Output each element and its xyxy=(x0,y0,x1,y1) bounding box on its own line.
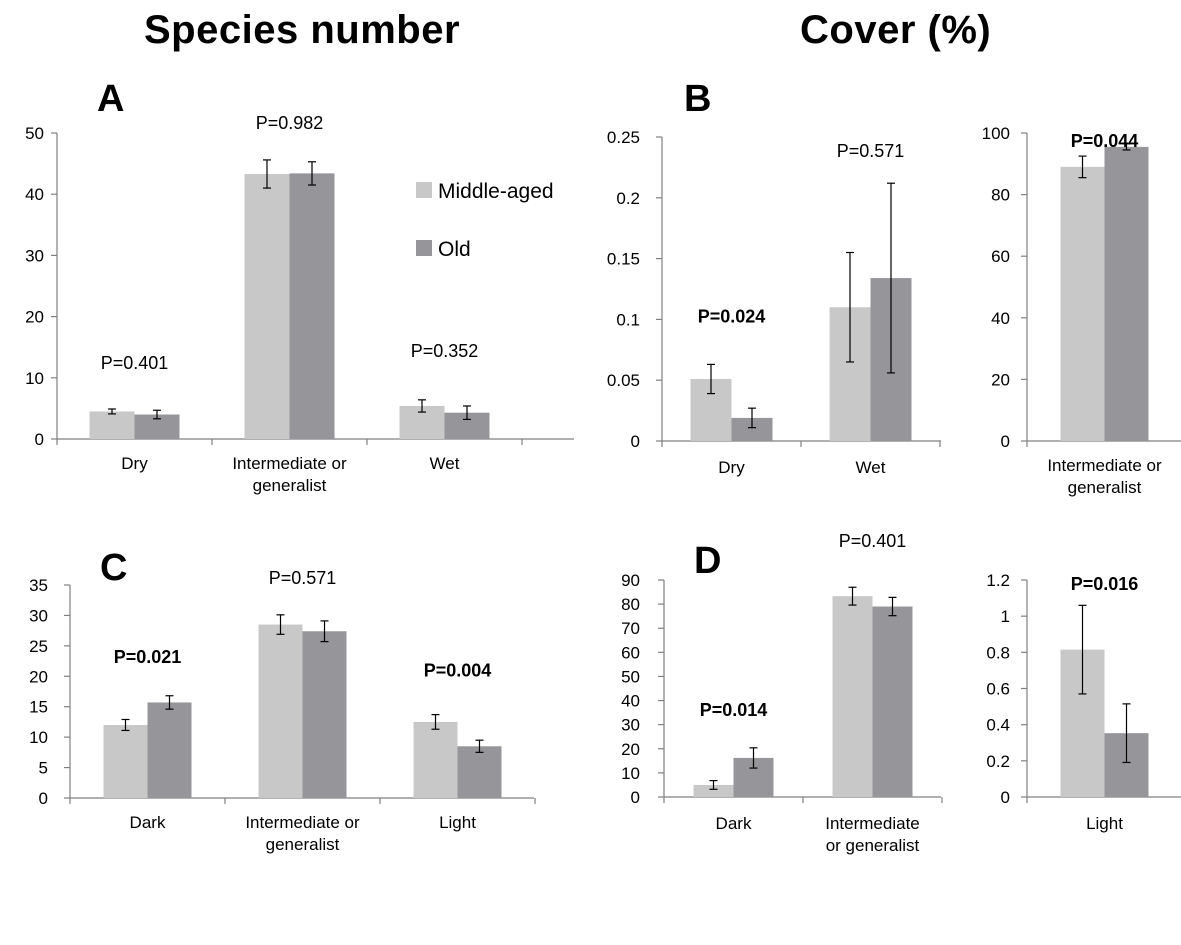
chart4-y-tick-label: 35 xyxy=(29,576,48,595)
chart5-y-tick-label: 90 xyxy=(621,571,640,590)
chart5-y-tick-label: 70 xyxy=(621,619,640,638)
chart5-y-tick-label: 60 xyxy=(621,643,640,662)
chart4-bar-old xyxy=(302,631,347,798)
chart4-bar-old xyxy=(457,746,502,798)
chart3-y-tick-label: 80 xyxy=(991,186,1010,205)
chart5-category-label: Intermediate or generalist xyxy=(825,814,920,855)
panel-letter-a: A xyxy=(97,78,125,120)
chart3-y-tick-label: 100 xyxy=(982,124,1010,143)
chart2-bar-old xyxy=(731,417,773,441)
chart1-category-label: Dry xyxy=(121,454,148,473)
chart4-y-tick-label: 20 xyxy=(29,667,48,686)
chart2-y-tick-label: 0.25 xyxy=(607,128,640,147)
chart3-p-value: P=0.044 xyxy=(1071,131,1139,151)
chart2-y-tick-label: 0 xyxy=(631,432,640,451)
chart4-bar-middle-aged xyxy=(258,624,303,798)
chart5-bar-old xyxy=(872,606,913,797)
chart6-category-label: Light xyxy=(1086,814,1123,833)
chart4-bar-old xyxy=(147,702,192,798)
chart1-category-label: Wet xyxy=(430,454,460,473)
panel-letter-b: B xyxy=(684,78,712,120)
chart1-bar-middle-aged xyxy=(89,411,135,439)
legend-label-middle-aged: Middle-aged xyxy=(438,180,554,203)
chart1-y-tick-label: 20 xyxy=(25,308,44,327)
chart4-bar-middle-aged xyxy=(103,724,148,798)
chart3-bar-middle-aged xyxy=(1060,166,1105,441)
chart5-bar-middle-aged xyxy=(693,784,734,797)
chart3-y-tick-label: 0 xyxy=(1001,432,1010,451)
chart5-y-tick-label: 10 xyxy=(621,764,640,783)
chart4-y-tick-label: 10 xyxy=(29,728,48,747)
chart6-y-tick-label: 1.2 xyxy=(986,571,1010,590)
chart6-y-tick-label: 0.8 xyxy=(986,643,1010,662)
chart4-p-value: P=0.004 xyxy=(424,661,492,681)
chart2-y-tick-label: 0.05 xyxy=(607,371,640,390)
chart5-p-value: P=0.401 xyxy=(839,531,907,551)
chart2-y-tick-label: 0.15 xyxy=(607,250,640,269)
chart4-y-tick-label: 25 xyxy=(29,637,48,656)
chart4-y-tick-label: 15 xyxy=(29,698,48,717)
chart4-p-value: P=0.021 xyxy=(114,647,182,667)
chart5-y-tick-label: 40 xyxy=(621,692,640,711)
chart3-bar-old xyxy=(1104,146,1149,442)
chart1-y-tick-label: 10 xyxy=(25,369,44,388)
legend-label-old: Old xyxy=(438,238,471,261)
chart4-p-value: P=0.571 xyxy=(269,568,337,588)
chart6-y-tick-label: 0.4 xyxy=(986,716,1010,735)
chart6-y-tick-label: 0 xyxy=(1001,788,1010,807)
chart6-y-tick-label: 0.6 xyxy=(986,680,1010,699)
chart2-y-tick-label: 0.1 xyxy=(616,310,640,329)
chart4-category-label: Dark xyxy=(130,813,166,832)
chart3-y-tick-label: 20 xyxy=(991,370,1010,389)
chart5-category-label: Dark xyxy=(716,814,752,833)
chart2-y-tick-label: 0.2 xyxy=(616,189,640,208)
chart1-bar-old xyxy=(289,173,335,439)
chart4-bar-middle-aged xyxy=(413,721,458,798)
chart2-p-value: P=0.024 xyxy=(698,306,766,326)
chart6-y-tick-label: 1 xyxy=(1001,607,1010,626)
chart1-category-label: Intermediate or generalist xyxy=(232,454,347,495)
chart1-y-tick-label: 50 xyxy=(25,124,44,143)
chart1-p-value: P=0.352 xyxy=(411,341,479,361)
chart3-category-label: Intermediate or generalist xyxy=(1047,456,1162,497)
chart5-p-value: P=0.014 xyxy=(700,700,768,720)
legend-swatch-old xyxy=(416,240,432,256)
chart6-y-tick-label: 0.2 xyxy=(986,752,1010,771)
chart5-y-tick-label: 0 xyxy=(631,788,640,807)
chart1-y-tick-label: 40 xyxy=(25,185,44,204)
chart4-category-label: Light xyxy=(439,813,476,832)
chart4-y-tick-label: 5 xyxy=(39,759,48,778)
chart2-p-value: P=0.571 xyxy=(837,141,905,161)
panel-letter-d: D xyxy=(694,540,722,582)
species-number-heading: Species number xyxy=(144,8,461,52)
legend-swatch-middle-aged xyxy=(416,182,432,198)
chart4-y-tick-label: 0 xyxy=(39,789,48,808)
chart5-y-tick-label: 80 xyxy=(621,595,640,614)
chart1-p-value: P=0.401 xyxy=(101,353,169,373)
panel-letter-c: C xyxy=(100,547,128,589)
chart3-y-tick-label: 40 xyxy=(991,309,1010,328)
chart4-category-label: Intermediate or generalist xyxy=(245,813,360,854)
chart5-y-tick-label: 50 xyxy=(621,667,640,686)
chart5-bar-middle-aged xyxy=(832,596,873,797)
chart6-p-value: P=0.016 xyxy=(1071,574,1139,594)
chart3-y-tick-label: 60 xyxy=(991,247,1010,266)
chart1-bar-middle-aged xyxy=(244,174,290,439)
chart4-y-tick-label: 30 xyxy=(29,606,48,625)
chart5-y-tick-label: 20 xyxy=(621,740,640,759)
chart1-p-value: P=0.982 xyxy=(256,113,324,133)
cover-heading: Cover (%) xyxy=(800,8,992,52)
chart1-y-tick-label: 0 xyxy=(35,430,44,449)
chart2-category-label: Dry xyxy=(718,458,745,477)
chart1-y-tick-label: 30 xyxy=(25,246,44,265)
chart5-y-tick-label: 30 xyxy=(621,716,640,735)
chart2-category-label: Wet xyxy=(856,458,886,477)
